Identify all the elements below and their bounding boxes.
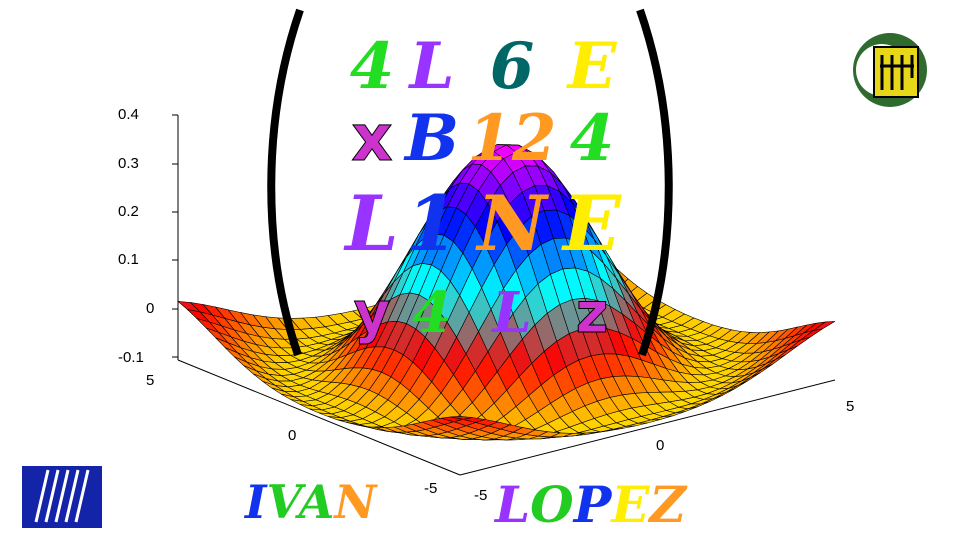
matrix-letter: N (475, 179, 549, 268)
x-tick-label: 0 (288, 427, 296, 444)
matrix-letter: 4 (350, 29, 395, 104)
matrix-letter: E (566, 29, 618, 104)
z-tick-labels: 0.4 0.3 0.2 0.1 0 -0.1 (118, 106, 154, 366)
x-axis-line (177, 359, 461, 476)
matrix-letter: y (354, 281, 391, 346)
right-parenthesis (636, 8, 673, 357)
matrix-letter: 6 (490, 29, 535, 104)
sig-letter: A (295, 475, 335, 529)
sig-letter: E (609, 475, 650, 534)
y-tick-label: 5 (846, 398, 854, 415)
matrix-letter: x (351, 102, 392, 176)
signature-first-name: IVAN (243, 475, 378, 529)
y-tick-label: 0 (656, 437, 664, 454)
sig-letter: P (572, 475, 613, 534)
x-tick-label: -5 (424, 480, 437, 497)
sig-letter: N (332, 475, 378, 529)
sig-letter: O (530, 475, 574, 534)
z-tick-label: 0.4 (118, 106, 139, 123)
z-tick-label: 0 (146, 300, 154, 317)
matrix-letter: 4 (570, 101, 615, 176)
z-tick-label: -0.1 (118, 349, 144, 366)
matrix-letter: 12 (467, 101, 556, 176)
y-tick-label: -5 (474, 487, 487, 504)
sig-letter: Z (647, 475, 688, 534)
z-tick-label: 0.1 (118, 251, 139, 268)
matrix-letter: z (576, 281, 609, 346)
y-axis-line (459, 379, 836, 476)
x-tick-label: 5 (146, 372, 154, 389)
z-tick-label: 0.2 (118, 203, 139, 220)
axes-frame (177, 115, 836, 476)
signature: IVAN LOPEZ (243, 475, 688, 534)
matrix-letter: B (403, 101, 459, 176)
upm-logo (853, 33, 927, 107)
sig-letter: L (493, 475, 530, 534)
matrix-letter: 1 (406, 179, 459, 268)
matrix-letter: L (490, 280, 531, 346)
signature-last-name: LOPEZ (493, 475, 688, 534)
surface-patch (450, 416, 473, 420)
sig-letter: I (243, 475, 268, 529)
matrix-letter: L (343, 179, 398, 268)
department-logo (22, 466, 102, 528)
matrix-letter: 4 (413, 280, 452, 346)
left-parenthesis (267, 8, 304, 357)
z-ticks (172, 114, 178, 358)
z-tick-label: 0.3 (118, 155, 139, 172)
matrix-letter: L (408, 29, 455, 104)
matrix-letter: E (561, 179, 622, 268)
